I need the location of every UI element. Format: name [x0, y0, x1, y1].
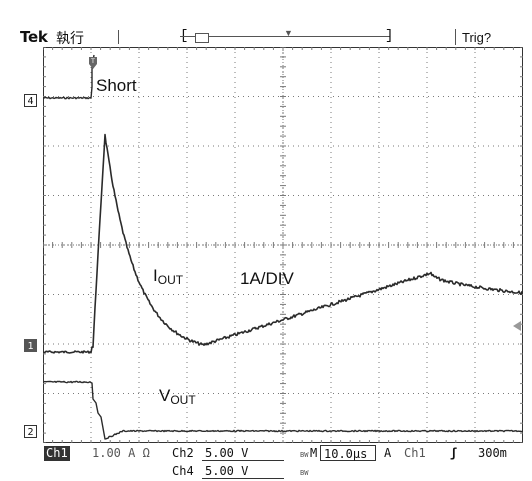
svg-text:T: T: [90, 58, 95, 65]
short-annotation: Short: [96, 76, 137, 95]
header-divider: [118, 30, 119, 44]
timebase-tag: M: [310, 446, 318, 460]
run-status: 執行: [56, 31, 84, 47]
ch2-vout-trace: [43, 380, 523, 440]
trigger-source[interactable]: Ch1: [404, 446, 426, 460]
channel-1-marker[interactable]: 1: [24, 339, 37, 352]
trigger-position-arrow-icon: T: [89, 57, 97, 69]
trigger-level[interactable]: 300m: [478, 446, 507, 460]
channel-4-marker[interactable]: 4: [24, 94, 37, 107]
trigger-level-arrow-icon: [513, 321, 521, 331]
ch4-short-trace: [43, 54, 95, 100]
graticule: [43, 47, 523, 443]
status-bar: Ch1 1.00 A Ω Ch2 5.00 V BW M 10.0µs A Ch…: [0, 444, 532, 481]
channel-2-marker[interactable]: 2: [24, 425, 37, 438]
trigger-position-icon: ▼: [284, 28, 293, 38]
record-window-icon: [195, 33, 209, 43]
ch4-scale[interactable]: 5.00 V: [202, 463, 284, 479]
vout-annotation: VOUT: [159, 386, 196, 407]
trigger-status: Trig?: [462, 30, 492, 45]
timebase-value[interactable]: 10.0µs: [320, 445, 376, 461]
acquisition-mode: A: [384, 446, 392, 460]
scale-annotation: 1A/DIV: [240, 269, 294, 288]
ch2-tag[interactable]: Ch2: [172, 446, 194, 460]
header-divider: [455, 29, 456, 45]
ch2-scale[interactable]: 5.00 V: [202, 445, 284, 461]
scope-header: Tek 執行 [ ▼ ] Trig?: [20, 28, 492, 47]
ch1-tag[interactable]: Ch1: [44, 446, 70, 461]
ch1-scale[interactable]: 1.00 A Ω: [92, 446, 150, 460]
trigger-slope-icon[interactable]: ʃ: [450, 446, 458, 460]
ch4-tag[interactable]: Ch4: [172, 464, 194, 478]
iout-annotation: IOUT: [153, 266, 184, 287]
bw-limit-mark: BW: [300, 469, 309, 477]
ch1-iout-trace: [43, 133, 523, 354]
brand-logo: Tek: [20, 28, 48, 46]
waveform-display[interactable]: [43, 47, 523, 443]
bw-limit-mark: BW: [300, 451, 309, 459]
